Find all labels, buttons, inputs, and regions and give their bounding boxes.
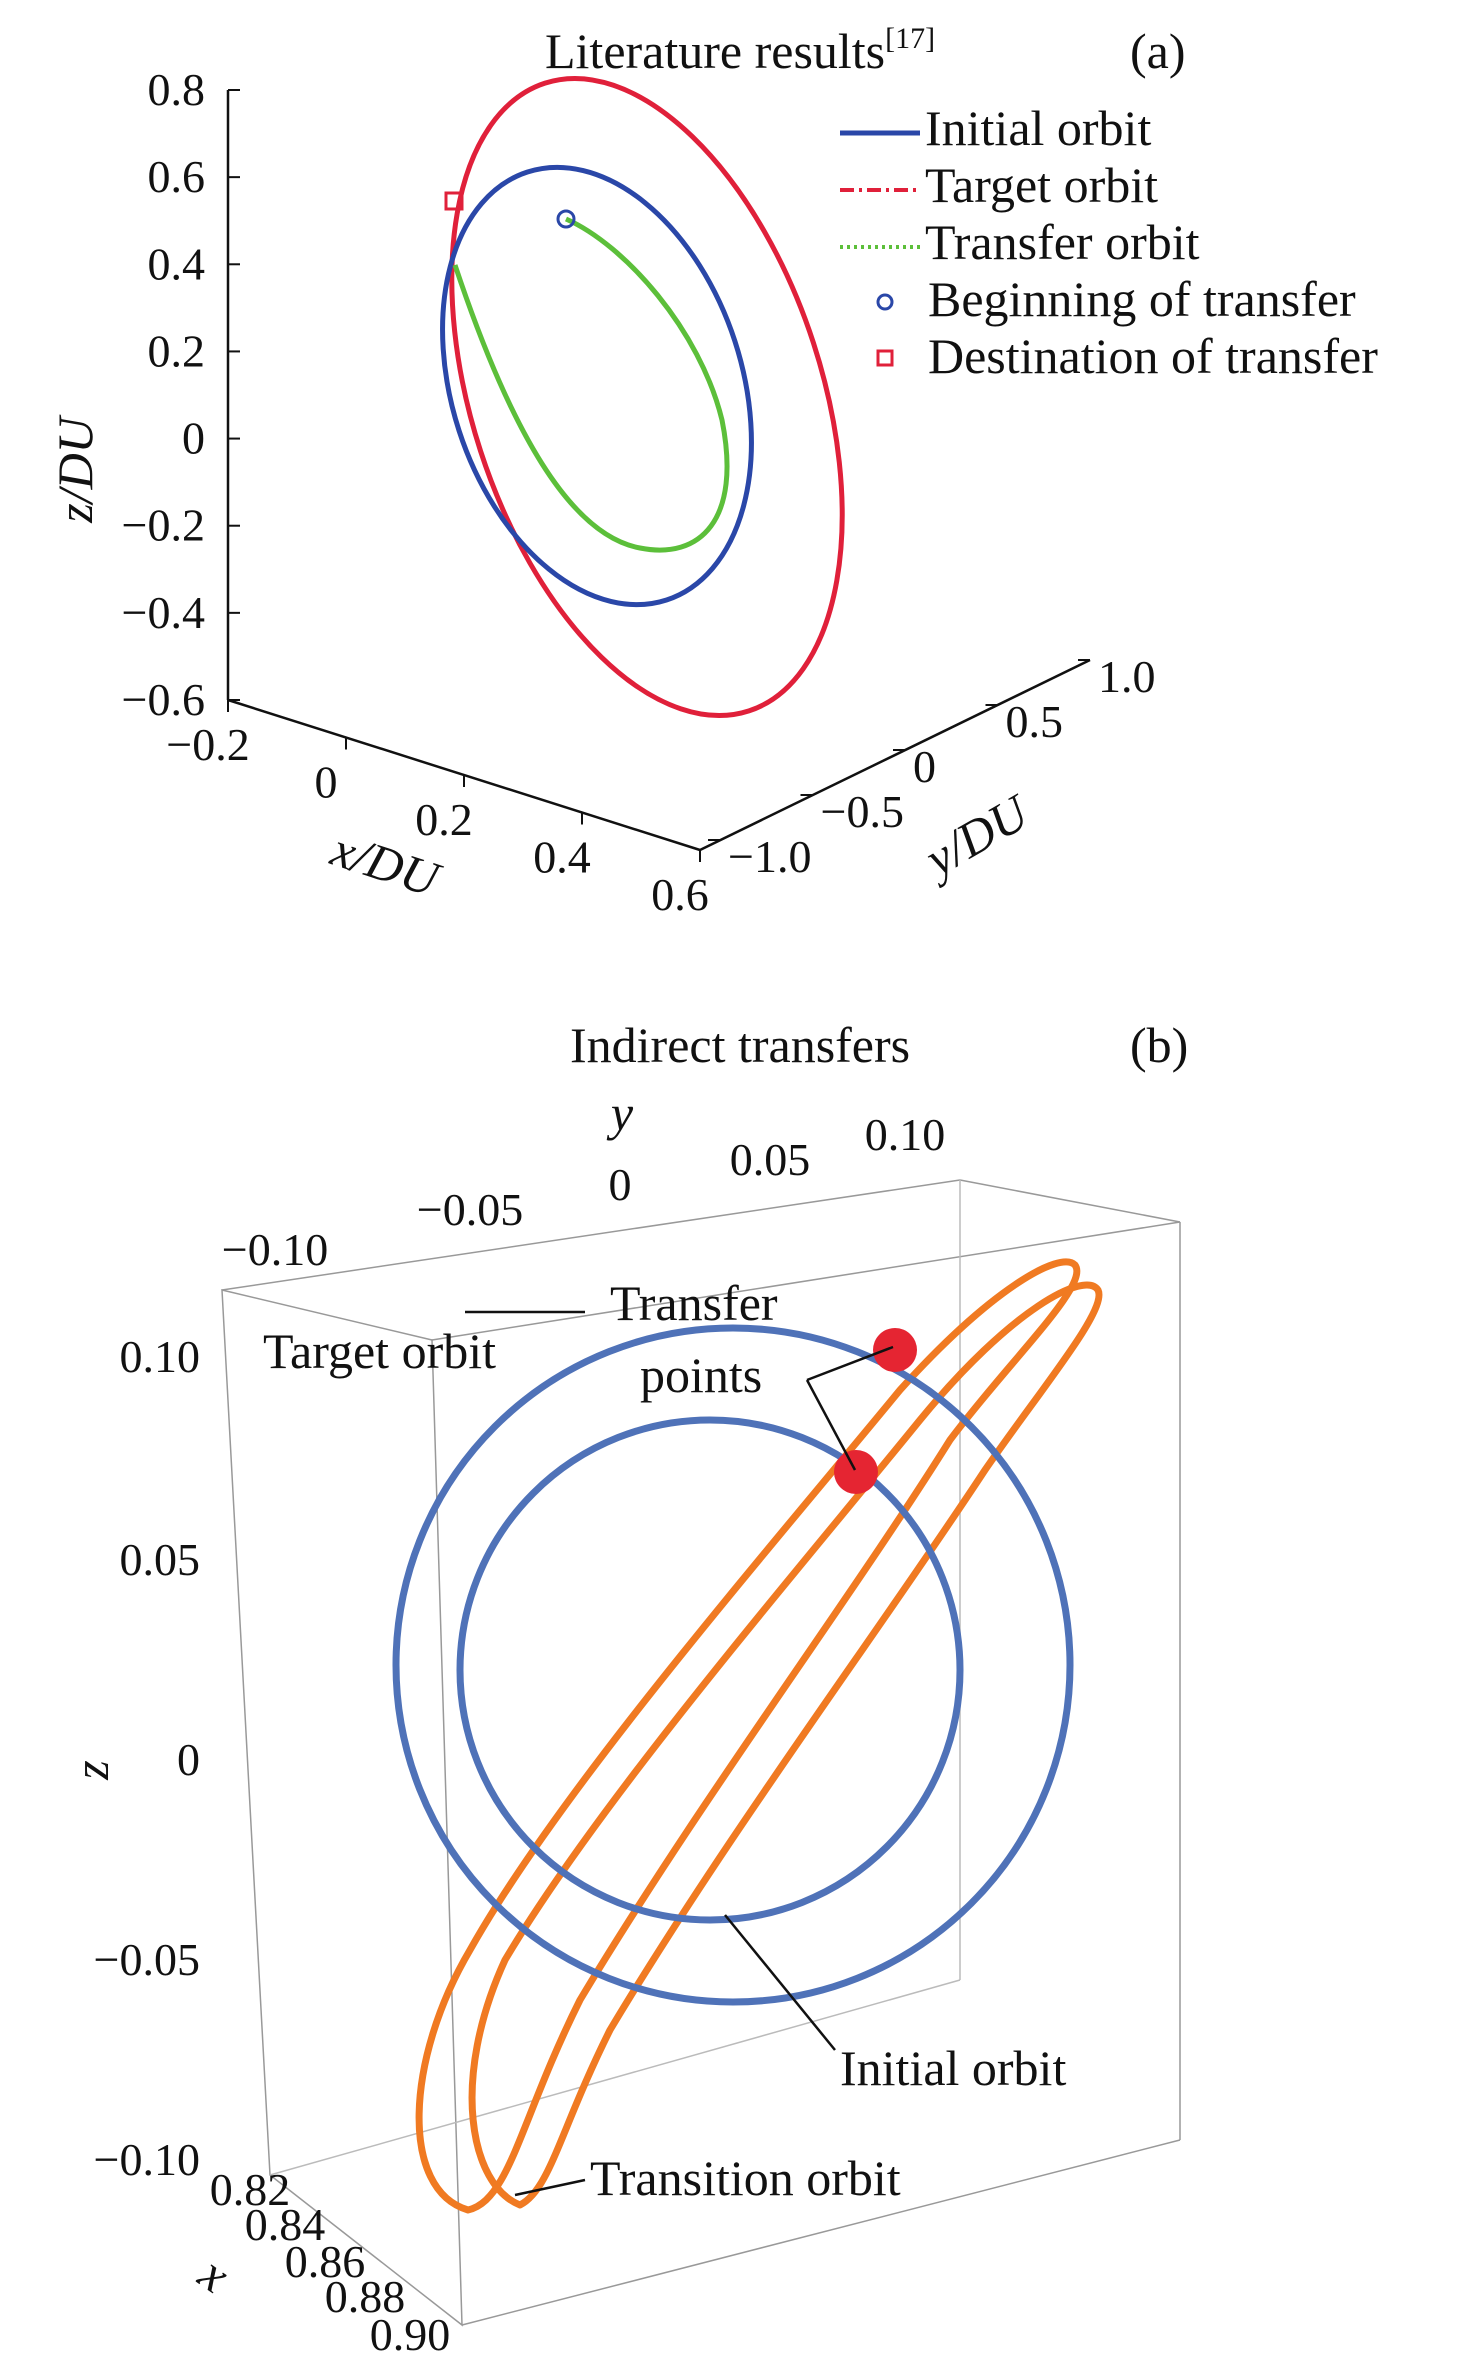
x-tick-label: 0.4 [533,832,591,883]
panel-b-x-label: x [189,2244,240,2303]
legend-label: Beginning of transfer [928,271,1356,327]
z-tick-label: 0.10 [120,1331,201,1382]
z-tick-label: 0.05 [120,1534,201,1585]
z-tick-label: 0.6 [148,151,206,202]
y-tick-label: 0.10 [865,1109,946,1160]
initial-orbit-circle [456,1416,964,1924]
legend-item: Initial orbit [840,100,1151,156]
target-orbit-annotation: Target orbit [263,1323,496,1379]
beginning-of-transfer-marker [556,209,576,229]
z-tick-label: −0.10 [94,2134,200,2185]
transfer-orbit-curve [452,216,730,553]
z-tick-label: 0.4 [148,238,206,289]
destination-of-transfer-marker [444,191,464,211]
transfer-points-annotation-line2: points [640,1347,762,1403]
legend-item: Target orbit [840,157,1158,213]
z-tick-label: −0.4 [122,587,205,638]
y-tick-label: 0.5 [1006,696,1064,747]
initial-orbit-annotation: Initial orbit [840,2040,1066,2096]
panel-b-z-label: z [63,1760,119,1780]
legend-item: Beginning of transfer [876,271,1356,327]
y-tick-label: −0.05 [417,1184,523,1235]
y-tick-label: 0.05 [730,1134,811,1185]
legend-item: Destination of transfer [876,328,1378,384]
panel-b-leader-lines [465,1310,894,2197]
panel-a-y-ticks: −1.0−0.50 0.5 1.0 [708,651,1156,882]
panel-a-title: Literature results[17] [545,22,935,79]
x-tick-label: 0.86 [285,2236,366,2287]
x-tick-label: 0.6 [651,869,709,920]
x-tick-label: 0.88 [325,2271,406,2322]
x-tick-label: 0.2 [415,794,473,845]
panel-a-y-label: y/DU [911,783,1040,890]
initial-orbit-curve [440,164,754,608]
legend-label: Target orbit [925,157,1158,213]
z-tick-label: 0.8 [148,64,206,115]
panel-b-title: Indirect transfers [570,1017,910,1073]
transition-orbit-annotation: Transition orbit [590,2150,901,2206]
z-tick-label: −0.2 [122,500,205,551]
y-tick-label: 1.0 [1098,651,1156,702]
panel-a-y-axis [699,658,1091,852]
transfer-point-marker [873,1328,917,1372]
y-tick-label: 0 [609,1159,632,1210]
panel-b-x-ticks: 0.820.840.860.880.90 [210,2164,451,2360]
legend-swatch [876,293,894,311]
x-tick-label: 0 [315,757,338,808]
panel-a-label: (a) [1130,23,1186,79]
legend-item: Transfer orbit [840,214,1200,270]
x-tick-label: −0.2 [166,719,249,770]
z-tick-label: −0.05 [94,1934,200,1985]
y-tick-label: −1.0 [728,831,811,882]
panel-b: Indirect transfers (b) −0.10−0.05 0 0.05 0.… [63,1017,1188,2360]
target-orbit-circle [392,1324,1074,2006]
x-tick-label: 0.82 [210,2164,291,2215]
panel-a-z-ticks: 0.8 0.6 0.4 0.2 0 −0.2 −0.4 −0.6 [122,64,240,725]
panel-b-label: (b) [1130,1017,1188,1073]
legend-label: Initial orbit [925,100,1151,156]
panel-a: Literature results[17] (a) 0.80.60.40.20… [47,22,1378,920]
panel-b-y-label: y [606,1085,634,1141]
z-tick-label: 0 [177,1734,200,1785]
target-orbit-curve [449,76,845,718]
legend-swatch [876,349,894,367]
z-tick-label: −0.6 [122,674,205,725]
y-tick-label: −0.10 [222,1224,328,1275]
z-tick-label: 0.2 [148,325,206,376]
legend-label: Destination of transfer [928,328,1378,384]
x-tick-label: 0.84 [245,2199,326,2250]
panel-b-y-ticks: −0.10 −0.05 0 0.05 0.10 [222,1109,945,1275]
transfer-point-marker [834,1450,878,1494]
y-tick-label: −0.5 [821,786,904,837]
panel-a-z-label: z/DU [47,414,103,523]
x-tick-label: 0.90 [370,2309,451,2360]
y-tick-label: 0 [913,741,936,792]
transfer-points-annotation-line1: Transfer [610,1275,778,1331]
panel-b-box [221,1179,1181,2327]
legend-label: Transfer orbit [925,214,1200,270]
panel-b-z-ticks: 0.10 0.05 0 −0.05 −0.10 [94,1331,200,2185]
z-tick-label: 0 [182,413,205,464]
transition-orbit-curve [415,1258,1103,2214]
panel-a-x-ticks: −0.2 0 0.2 0.4 0.6 [166,700,709,920]
